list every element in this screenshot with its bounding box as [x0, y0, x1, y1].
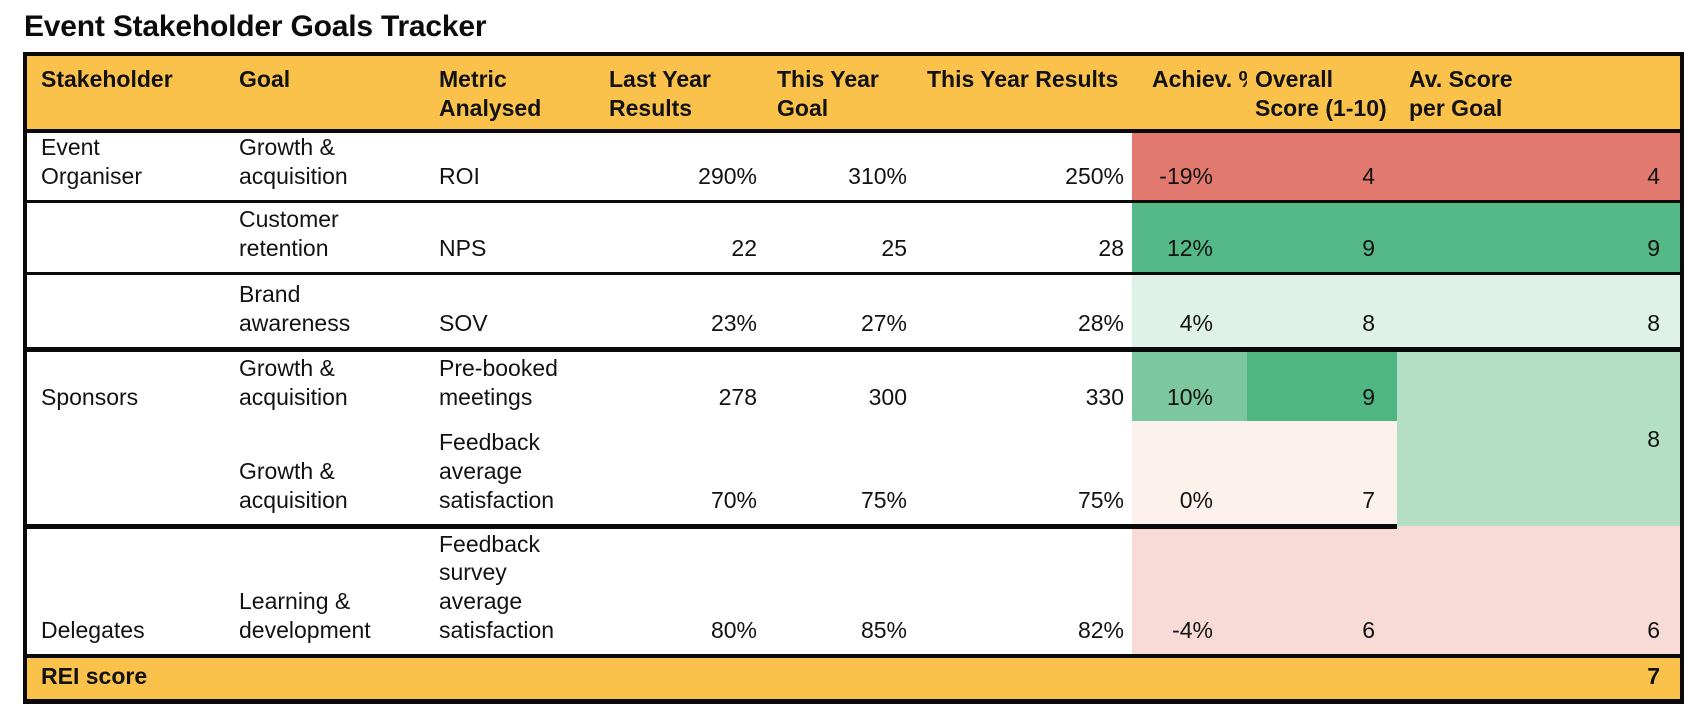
cell-this-year-goal: 85% — [765, 526, 915, 659]
column-header-this-year-goal: This Year Goal — [765, 54, 915, 133]
cell-goal: Customer retention — [227, 201, 427, 275]
cell-stakeholder — [25, 201, 227, 275]
cell-achievement-pct: 12% — [1132, 201, 1247, 275]
rei-score-value: 7 — [1397, 656, 1682, 702]
table-header-row: Stakeholder Goal Metric Analysed Last Ye… — [25, 54, 1682, 133]
cell-this-year-goal: 75% — [765, 421, 915, 529]
cell-goal: Brand awareness — [227, 273, 427, 352]
cell-stakeholder: Sponsors — [41, 384, 139, 411]
table-row: Sponsors Growth & acquisition Pre-booked… — [25, 349, 1682, 527]
column-header-achievement-pct: Achiev. % — [1132, 54, 1247, 133]
cell-metric: SOV — [427, 273, 597, 352]
cell-achievement-pct: -4% — [1132, 526, 1247, 659]
cell-this-year-goal: 25 — [765, 201, 915, 275]
column-header-av-score-per-goal: Av. Score per Goal — [1397, 54, 1682, 133]
column-header-metric-analysed: Metric Analysed — [427, 54, 597, 133]
column-header-last-year-results: Last Year Results — [597, 54, 765, 133]
table-row: Customer retention NPS 22 25 28 12% 9 9 — [25, 201, 1682, 275]
cell-metric: ROI — [427, 130, 597, 203]
cell-overall-score: 9 — [1247, 201, 1397, 275]
cell-achievement-pct: -19% — [1132, 130, 1247, 203]
rei-score-label: REI score — [25, 656, 1397, 702]
rei-score-row: REI score 7 — [25, 656, 1682, 702]
cell-av-score-per-goal: 9 — [1397, 201, 1682, 275]
cell-av-score-per-goal-merged: 8 — [1397, 349, 1682, 527]
cell-av-score-per-goal: 8 — [1397, 273, 1682, 352]
cell-achievement-pct: 4% — [1132, 273, 1247, 352]
cell-stakeholder — [25, 273, 227, 352]
column-header-this-year-results: This Year Results — [915, 54, 1132, 133]
cell-metric: NPS — [427, 201, 597, 275]
column-header-goal: Goal — [227, 54, 427, 133]
cell-goal: Learning & development — [227, 526, 427, 659]
cell-last-year-results: 80% — [597, 526, 765, 659]
cell-this-year-results: 330 — [1085, 384, 1124, 411]
cell-overall-score: 4 — [1247, 130, 1397, 203]
table-row: Delegates Learning & development Feedbac… — [25, 526, 1682, 659]
cell-goal: Growth & acquisition — [227, 130, 427, 203]
cell-stakeholder: Delegates — [25, 526, 227, 659]
cell-stakeholder — [25, 421, 227, 529]
cell-last-year-results: 22 — [597, 201, 765, 275]
cell-metric: Pre-booked meetings — [439, 355, 558, 411]
cell-last-year-results: 278 — [718, 384, 757, 411]
cell-last-year-results: 70% — [597, 421, 765, 529]
goals-table: Stakeholder Goal Metric Analysed Last Ye… — [23, 52, 1684, 704]
cell-overall-score: 9 — [1247, 349, 1397, 422]
column-header-stakeholder: Stakeholder — [25, 54, 227, 133]
cell-this-year-goal: 310% — [765, 130, 915, 203]
cell-goal: Growth & acquisition — [227, 421, 427, 529]
cell-metric: Feedback average satisfaction — [427, 421, 597, 529]
cell-overall-score: 8 — [1247, 273, 1397, 352]
cell-this-year-results: 250% — [915, 130, 1132, 203]
table-row: Event Organiser Growth & acquisition ROI… — [25, 130, 1682, 203]
cell-last-year-results: 290% — [597, 130, 765, 203]
table-row: Brand awareness SOV 23% 27% 28% 4% 8 8 — [25, 273, 1682, 352]
cell-stakeholder: Event Organiser — [25, 130, 227, 203]
column-header-overall-score: Overall Score (1-10) — [1247, 54, 1397, 133]
cell-this-year-goal: 27% — [765, 273, 915, 352]
cell-overall-score: 6 — [1247, 526, 1397, 659]
cell-this-year-results: 75% — [915, 421, 1132, 529]
cell-av-score-per-goal: 4 — [1397, 130, 1682, 203]
table-row: Growth & acquisition Feedback average sa… — [25, 421, 1682, 529]
cell-overall-score: 7 — [1247, 421, 1397, 529]
cell-metric: Feedback survey average satisfaction — [427, 526, 597, 659]
page-title: Event Stakeholder Goals Tracker — [24, 10, 487, 43]
page: Event Stakeholder Goals Tracker Stakehol… — [23, 10, 1684, 704]
cell-this-year-results: 82% — [915, 526, 1132, 659]
cell-achievement-pct: 10% — [1132, 349, 1247, 422]
cell-achievement-pct: 0% — [1132, 421, 1247, 529]
cell-this-year-results: 28% — [915, 273, 1132, 352]
cell-this-year-results: 28 — [915, 201, 1132, 275]
cell-this-year-goal: 300 — [868, 384, 907, 411]
cell-av-score-per-goal: 6 — [1397, 526, 1682, 659]
cell-goal: Growth & acquisition — [239, 355, 348, 411]
cell-last-year-results: 23% — [597, 273, 765, 352]
